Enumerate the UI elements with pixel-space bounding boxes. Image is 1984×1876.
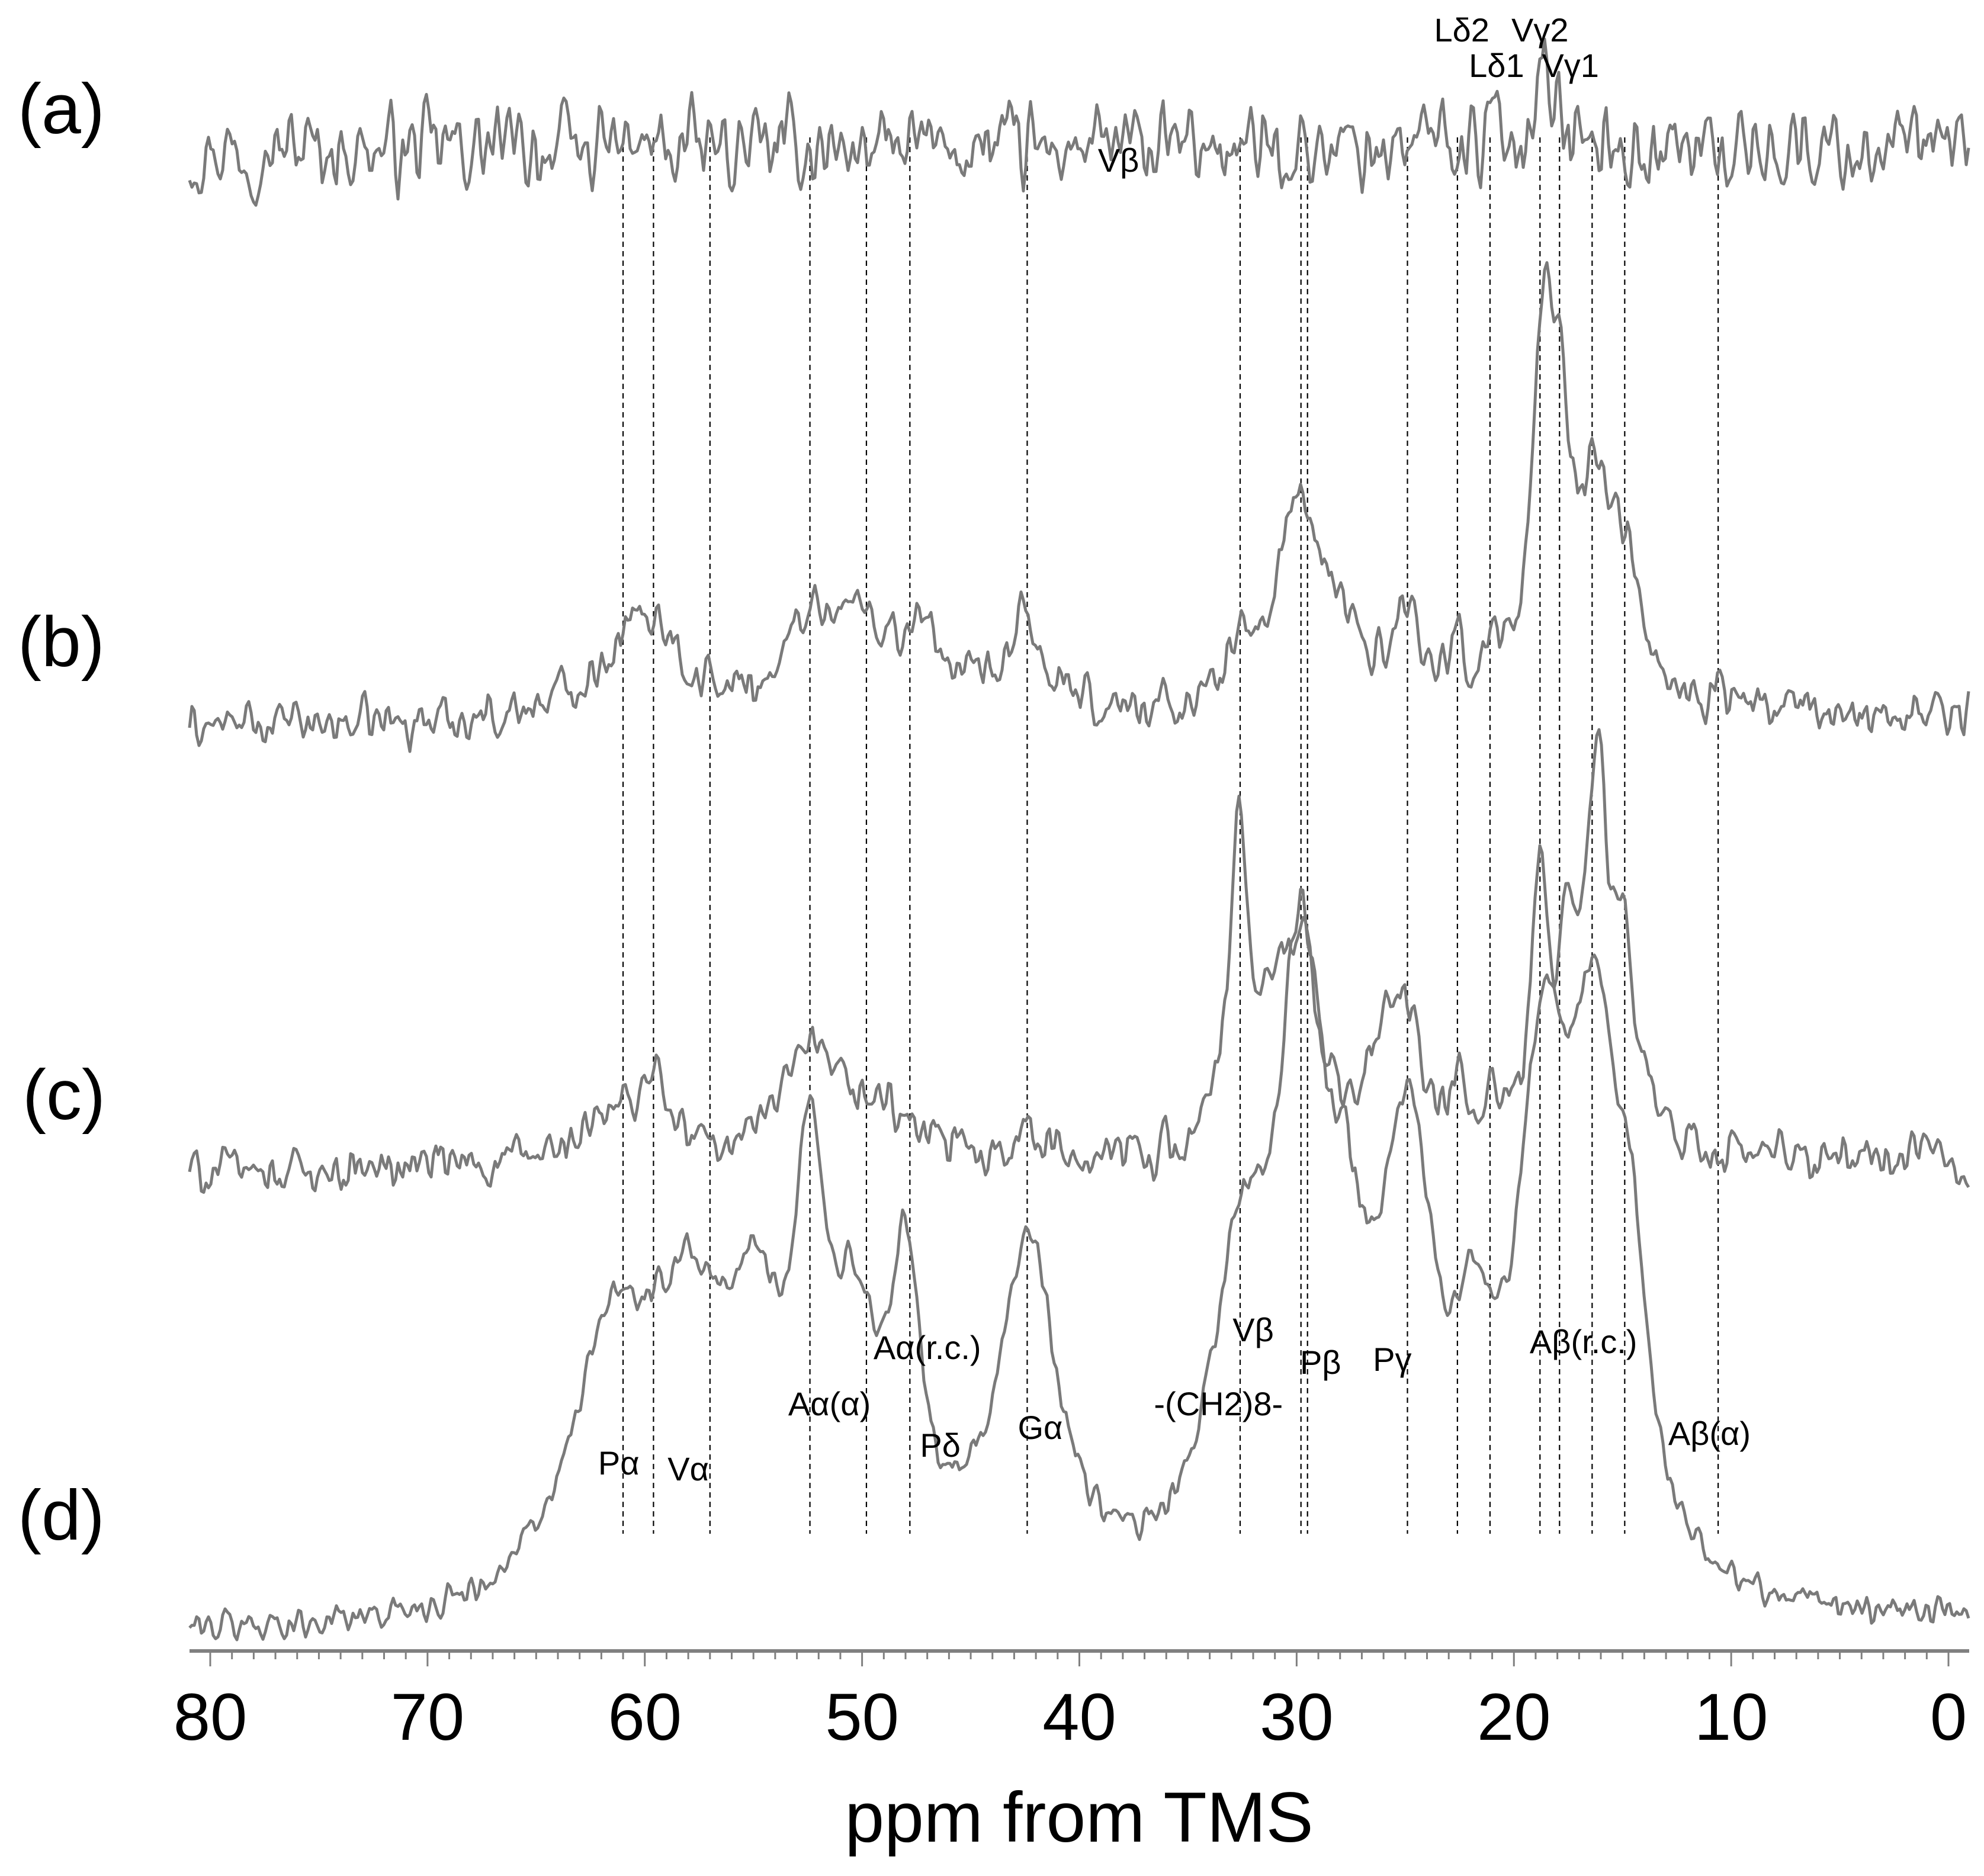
panel-label-d: (d) <box>18 1476 105 1555</box>
peak-label: Aα(r.c.) <box>874 1329 981 1366</box>
panel-label-c: (c) <box>23 1055 105 1135</box>
peak-label: Lδ2 <box>1434 11 1489 49</box>
peak-label: Aβ(α) <box>1668 1415 1751 1452</box>
peak-label: Pβ <box>1300 1344 1341 1381</box>
panel-labels: (a) (b) (c) (d) <box>18 69 105 1555</box>
x-axis-tick-labels: 80 70 60 50 40 30 20 10 0 <box>174 1680 1967 1754</box>
x-tick-label: 70 <box>391 1680 465 1754</box>
peak-label: Pγ <box>1373 1341 1411 1378</box>
peak-label: -(CH2)8- <box>1154 1385 1283 1422</box>
peak-label: Aα(α) <box>788 1385 871 1422</box>
x-tick-label: 40 <box>1042 1680 1116 1754</box>
peak-label: Vγ2 <box>1511 11 1569 49</box>
peak-label: Vβ <box>1232 1311 1274 1348</box>
dashed-guide-lines <box>622 137 1719 1534</box>
peak-label: Vα <box>667 1450 709 1488</box>
x-tick-label: 20 <box>1477 1680 1551 1754</box>
x-tick-label: 10 <box>1694 1680 1768 1754</box>
x-axis-title: ppm from TMS <box>845 1778 1313 1857</box>
x-axis: 80 70 60 50 40 30 20 10 0 ppm from TMS <box>174 1649 1969 1857</box>
peak-label: Vβ <box>1098 142 1139 179</box>
spectrum-trace-c <box>188 728 1970 1194</box>
spectrum-trace-b <box>188 261 1970 753</box>
peak-label: Lδ1 <box>1469 47 1524 84</box>
panel-label-b: (b) <box>18 602 105 682</box>
spectrum-trace-d <box>188 888 1970 1641</box>
peak-label: Pα <box>598 1444 640 1482</box>
spectrum-traces <box>188 37 1970 1641</box>
peak-label: Pδ <box>920 1427 961 1464</box>
peak-label: Aβ(r.c.) <box>1530 1323 1638 1360</box>
peak-label: Gα <box>1017 1409 1062 1446</box>
panel-label-a: (a) <box>18 69 105 149</box>
x-tick-label: 50 <box>825 1680 899 1754</box>
peak-label: Vγ1 <box>1542 47 1599 84</box>
spectrum-trace-a <box>188 37 1970 207</box>
x-axis-minor-ticks <box>209 1651 1950 1666</box>
x-tick-label: 60 <box>608 1680 682 1754</box>
x-tick-label: 30 <box>1260 1680 1334 1754</box>
x-tick-label: 0 <box>1930 1680 1967 1754</box>
x-tick-label: 80 <box>174 1680 248 1754</box>
